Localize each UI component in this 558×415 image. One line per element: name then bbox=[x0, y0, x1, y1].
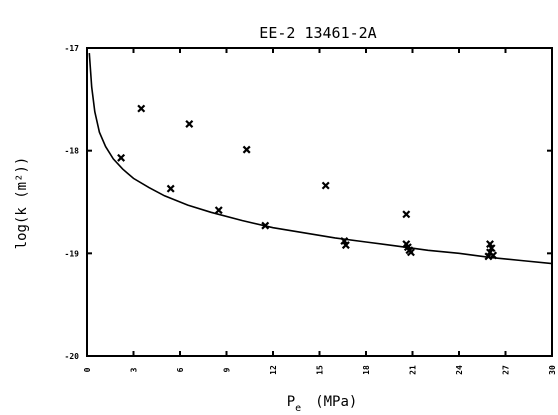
x-axis-label: Pe (MPa) bbox=[287, 394, 358, 414]
x-tick-label: 9 bbox=[223, 367, 232, 372]
x-tick-label: 15 bbox=[316, 365, 325, 375]
x-axis-label-unit: (MPa) bbox=[315, 394, 357, 410]
y-ticks: -17 -18 -19 -20 bbox=[65, 44, 552, 361]
x-tick-label: 0 bbox=[83, 367, 92, 372]
x-tick-label: 3 bbox=[130, 367, 139, 372]
chart-title: EE-2 13461-2A bbox=[259, 24, 376, 42]
x-tick-label: 12 bbox=[269, 365, 278, 375]
x-ticks: 0 3 6 9 12 15 18 21 24 27 30 bbox=[83, 48, 557, 375]
data-point bbox=[185, 119, 194, 128]
x-tick-label: 24 bbox=[455, 365, 464, 375]
data-points bbox=[117, 104, 498, 261]
y-tick-label: -19 bbox=[65, 249, 80, 258]
y-tick-label: -20 bbox=[65, 352, 80, 361]
fit-curve bbox=[88, 53, 553, 265]
data-point bbox=[321, 181, 330, 190]
y-tick-label: -18 bbox=[65, 147, 80, 156]
data-point bbox=[214, 206, 223, 215]
y-tick-label: -17 bbox=[65, 44, 80, 53]
data-point bbox=[242, 145, 251, 154]
x-tick-label: 6 bbox=[176, 367, 185, 372]
data-point bbox=[137, 104, 146, 113]
data-point bbox=[166, 184, 175, 193]
data-point bbox=[484, 252, 493, 261]
data-point bbox=[402, 210, 411, 219]
data-point bbox=[261, 221, 270, 230]
x-tick-label: 30 bbox=[548, 365, 557, 375]
data-point bbox=[341, 241, 350, 250]
data-point bbox=[117, 153, 126, 162]
y-axis-label: log(k (m²)) bbox=[14, 157, 30, 250]
x-axis-label-main: P bbox=[287, 394, 295, 410]
x-tick-label: 27 bbox=[502, 365, 511, 375]
x-axis-label-sub: e bbox=[295, 403, 301, 414]
data-point bbox=[406, 248, 415, 257]
x-tick-label: 21 bbox=[409, 365, 418, 375]
x-tick-label: 18 bbox=[362, 365, 371, 375]
plot-frame bbox=[86, 47, 553, 357]
